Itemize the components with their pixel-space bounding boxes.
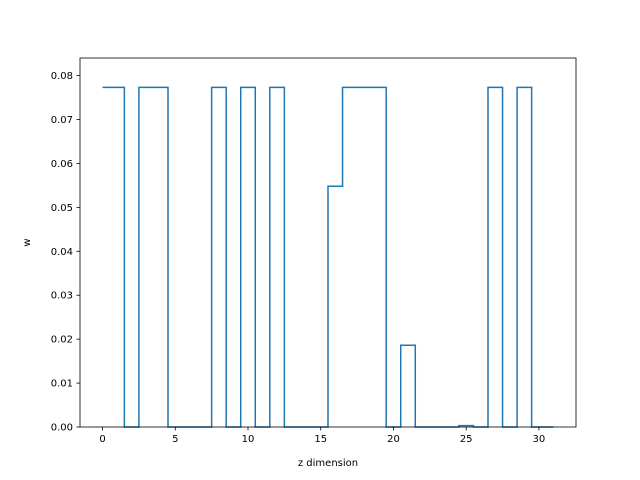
x-tick-label: 0	[99, 434, 105, 445]
plot-frame	[79, 57, 577, 428]
x-tick-label: 25	[460, 434, 473, 445]
x-tick-label: 20	[387, 434, 400, 445]
y-tick-label: 0.05	[51, 203, 73, 214]
x-tick-label: 15	[314, 434, 327, 445]
x-tick-label: 10	[242, 434, 255, 445]
y-tick-label: 0.01	[51, 379, 73, 390]
x-tick-label: 30	[533, 434, 546, 445]
y-tick-label: 0.08	[51, 71, 73, 82]
y-tick-label: 0.00	[51, 423, 73, 434]
y-tick-label: 0.03	[51, 291, 73, 302]
y-tick-label: 0.02	[51, 335, 73, 346]
y-axis-label: w	[22, 238, 33, 246]
y-tick-label: 0.06	[51, 159, 73, 170]
y-tick-label: 0.04	[51, 247, 73, 258]
y-tick-label: 0.07	[51, 115, 73, 126]
x-axis-label: z dimension	[298, 458, 358, 469]
x-tick-label: 5	[172, 434, 178, 445]
